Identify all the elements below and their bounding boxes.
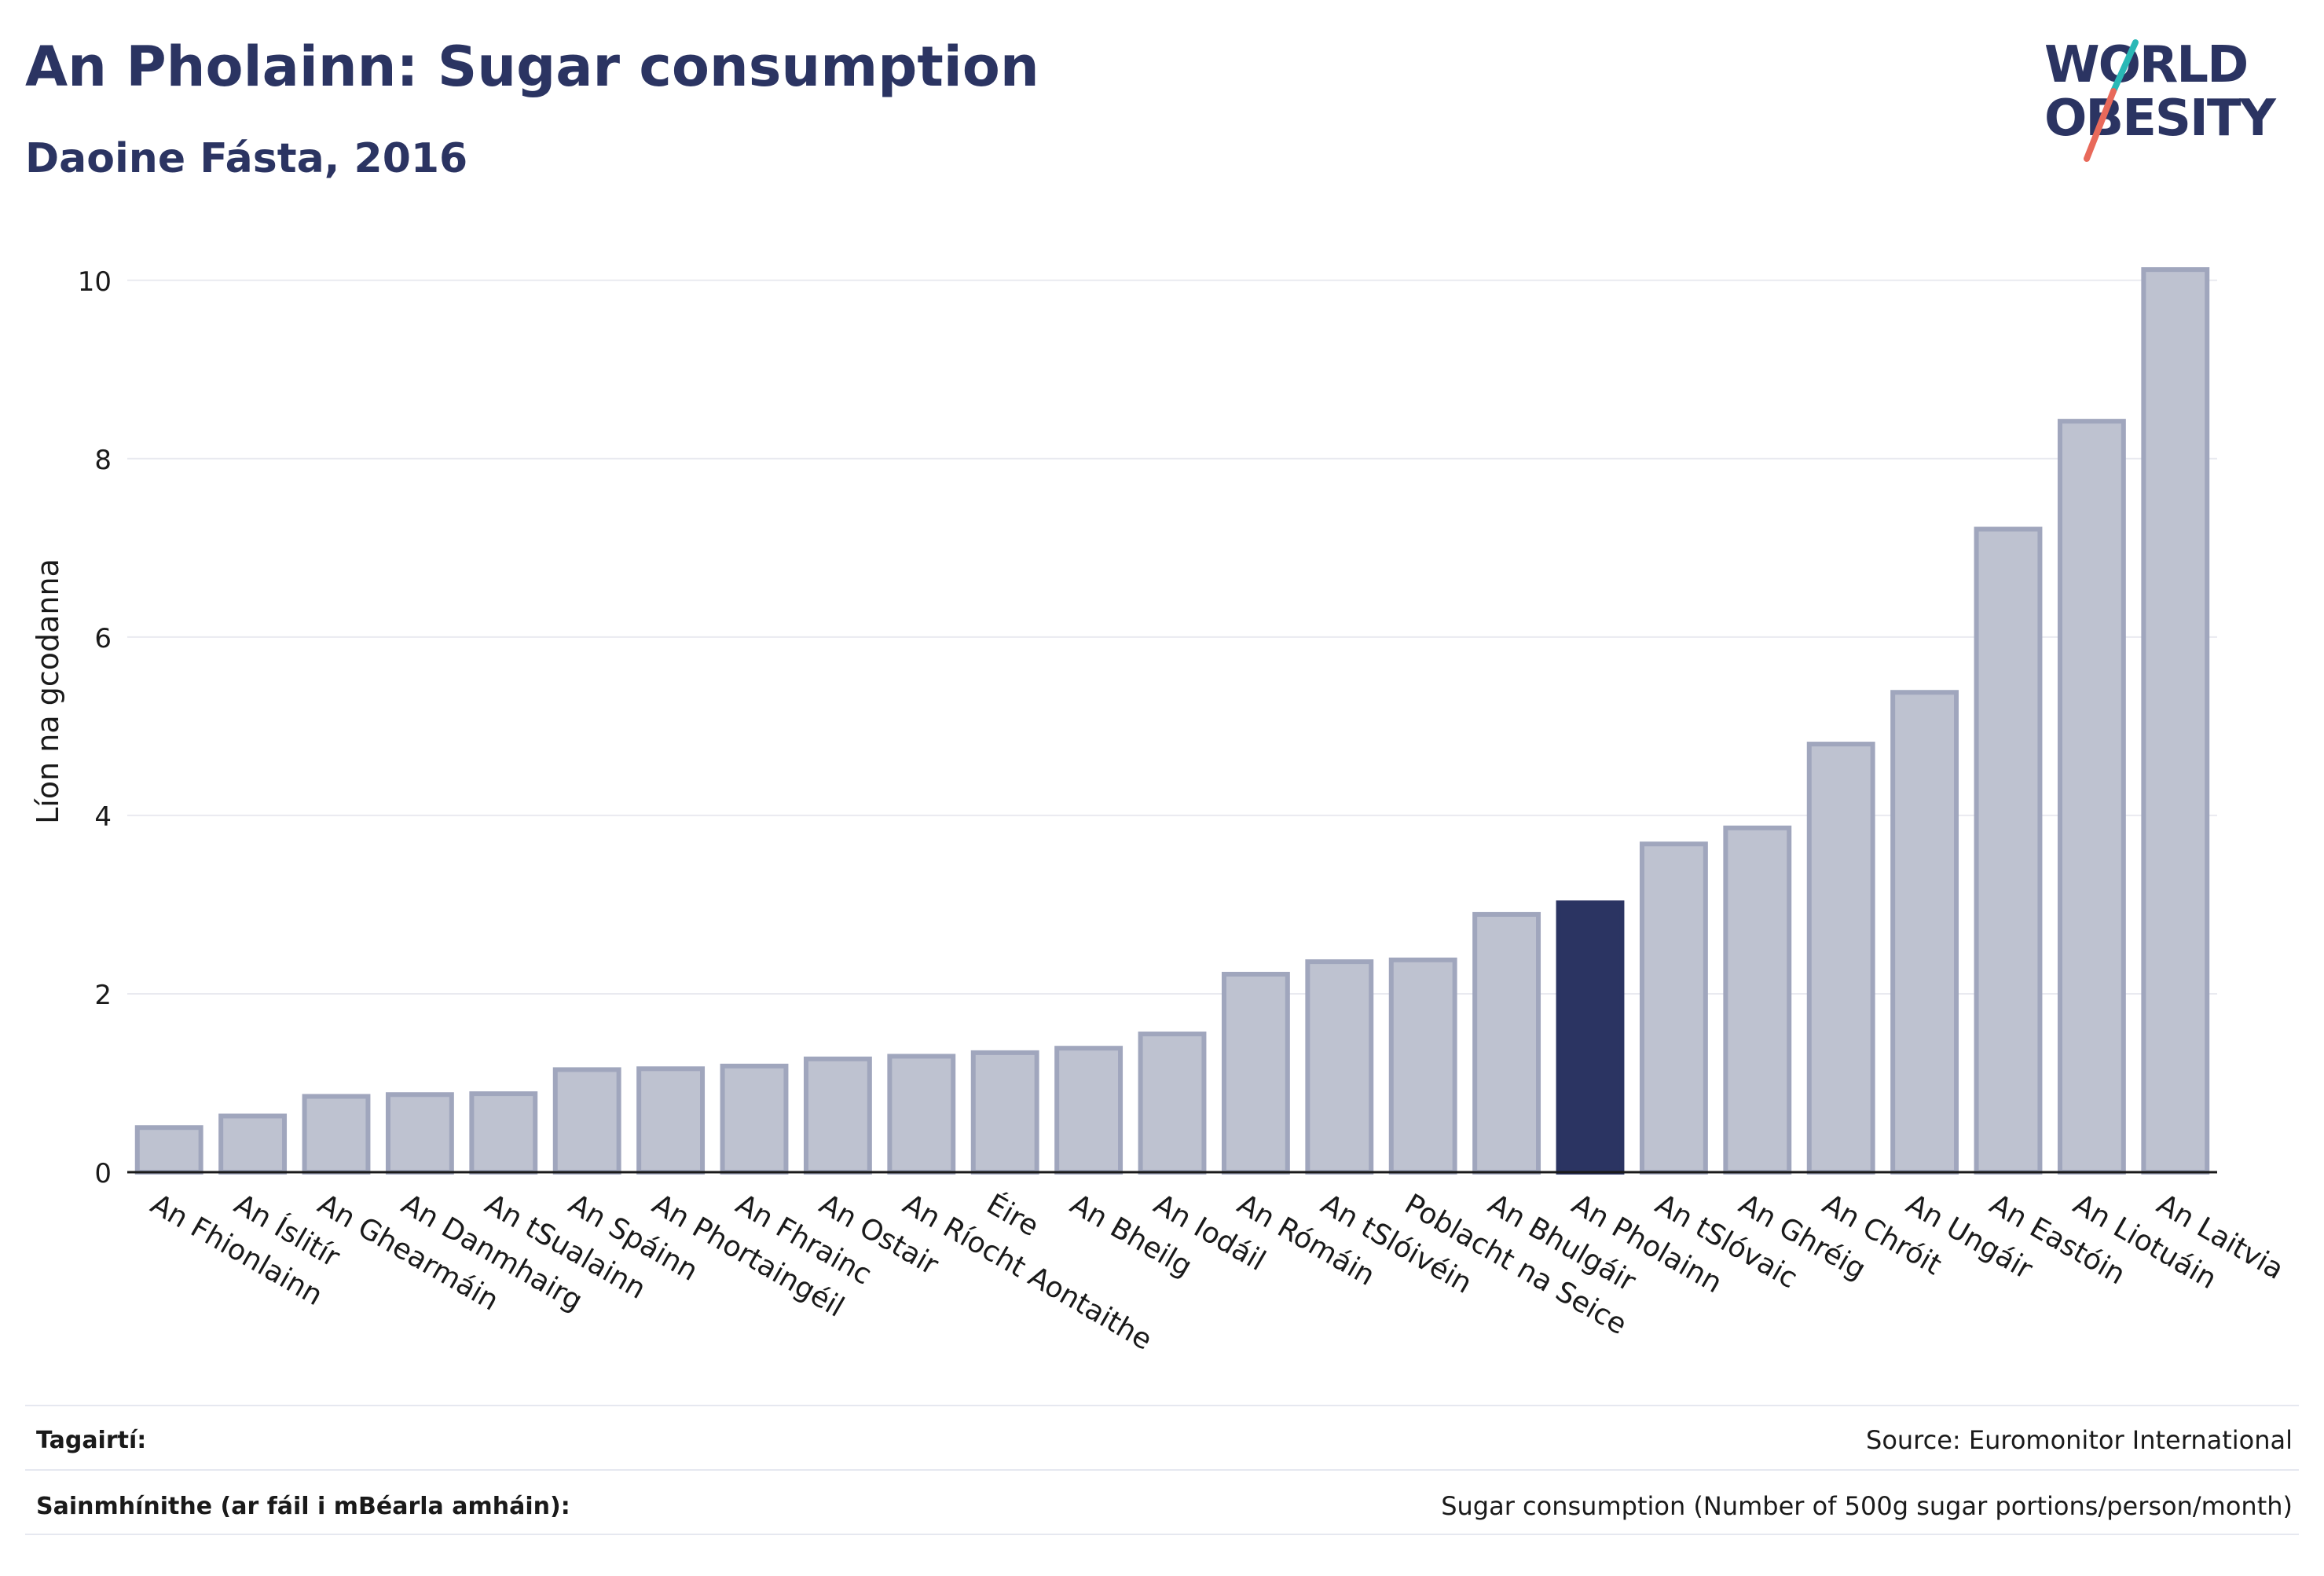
bar[interactable] <box>134 1125 203 1175</box>
bar[interactable] <box>1305 959 1374 1175</box>
bar[interactable] <box>1723 825 1792 1175</box>
bar[interactable] <box>2141 267 2210 1175</box>
bar[interactable] <box>636 1066 706 1175</box>
logo-line2: OBESITY <box>2044 90 2276 148</box>
footer-divider-middle <box>25 1469 2299 1471</box>
definitions-label: Sainmhínithe (ar fáil i mBéarla amháin): <box>36 1493 570 1520</box>
logo-slash-top <box>2110 39 2139 94</box>
bar[interactable] <box>2057 419 2126 1175</box>
bar[interactable] <box>1974 526 2043 1175</box>
references-value: Source: Euromonitor International <box>1866 1425 2293 1455</box>
y-tick-label: 8 <box>94 445 112 476</box>
references-label: Tagairtí: <box>36 1427 147 1454</box>
bar-layer <box>134 267 2210 1175</box>
bar[interactable] <box>302 1094 371 1175</box>
bar[interactable] <box>887 1054 956 1175</box>
bar[interactable] <box>1388 957 1457 1175</box>
y-tick-label: 4 <box>94 801 112 833</box>
bar[interactable] <box>1806 742 1875 1175</box>
footer-divider-top <box>25 1405 2299 1406</box>
bar[interactable] <box>469 1091 538 1175</box>
bar[interactable] <box>1138 1032 1207 1175</box>
bar[interactable] <box>803 1056 872 1175</box>
bar[interactable] <box>720 1063 789 1175</box>
logo-line1: WORLD <box>2044 36 2247 94</box>
y-axis-label: Líon na gcodanna <box>31 559 65 824</box>
chart-subtitle: Daoine Fásta, 2016 <box>25 135 468 182</box>
bar[interactable] <box>970 1050 1039 1175</box>
y-tick-label: 2 <box>94 980 112 1011</box>
bar[interactable] <box>385 1092 454 1175</box>
definitions-value: Sugar consumption (Number of 500g sugar … <box>1441 1491 2293 1521</box>
bar[interactable] <box>1221 971 1290 1175</box>
bar[interactable] <box>1472 911 1541 1175</box>
bar[interactable] <box>1054 1046 1124 1175</box>
chart-title: An Pholainn: Sugar consumption <box>25 35 1039 99</box>
footer-divider-bottom <box>25 1534 2299 1535</box>
y-tick-label: 10 <box>78 266 112 298</box>
bar[interactable] <box>218 1113 288 1175</box>
bar[interactable] <box>1890 690 1959 1175</box>
bar-highlighted[interactable] <box>1556 900 1625 1175</box>
y-tick-label: 0 <box>94 1158 112 1189</box>
y-tick-label: 6 <box>94 623 112 654</box>
world-obesity-logo: WORLD OBESITY <box>2044 36 2278 162</box>
logo-slash-bottom <box>2084 88 2117 162</box>
bar[interactable] <box>1639 841 1708 1175</box>
bar[interactable] <box>552 1067 621 1175</box>
